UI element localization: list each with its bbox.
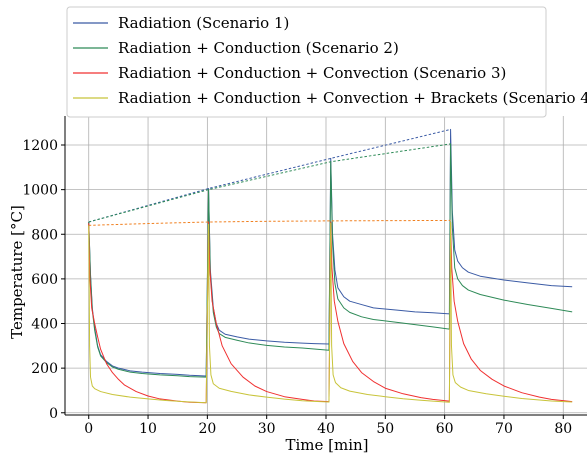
series-line-2 — [88, 143, 573, 378]
series-line-1 — [88, 128, 573, 377]
y-tick-label: 1200 — [22, 138, 58, 154]
x-tick-label: 10 — [139, 421, 157, 437]
x-tick-label: 60 — [436, 421, 454, 437]
reference-dashed-line — [88, 219, 451, 226]
reference-dashed-line — [88, 143, 451, 223]
grid — [65, 116, 587, 415]
x-tick-label: 50 — [376, 421, 394, 437]
axes — [61, 116, 587, 419]
x-tick-label: 20 — [198, 421, 216, 437]
reference-dashed-line — [88, 128, 451, 223]
x-axis-label: Time [min] — [285, 436, 368, 454]
legend-label: Radiation + Conduction + Convection + Br… — [118, 89, 587, 107]
y-tick-label: 200 — [31, 361, 58, 377]
legend-label: Radiation + Conduction + Convection (Sce… — [118, 64, 506, 82]
y-tick-label: 1000 — [22, 183, 58, 199]
legend-label: Radiation (Scenario 1) — [118, 14, 289, 32]
legend-box — [66, 6, 547, 118]
x-tick-label: 30 — [258, 421, 276, 437]
series-lines — [88, 128, 573, 404]
x-tick-label: 40 — [317, 421, 335, 437]
y-tick-label: 800 — [31, 227, 58, 243]
x-tick-label: 80 — [554, 421, 572, 437]
legend-label: Radiation + Conduction (Scenario 2) — [118, 39, 399, 57]
series-line-4 — [88, 221, 573, 404]
legend: Radiation (Scenario 1) Radiation + Conduc… — [66, 6, 587, 118]
x-tick-label: 70 — [495, 421, 513, 437]
y-tick-label: 0 — [49, 406, 58, 422]
y-tick-label: 600 — [31, 272, 58, 288]
y-tick-label: 400 — [31, 317, 58, 333]
x-tick-label: 0 — [84, 421, 93, 437]
y-axis-label: Temperature [°C] — [8, 205, 26, 339]
